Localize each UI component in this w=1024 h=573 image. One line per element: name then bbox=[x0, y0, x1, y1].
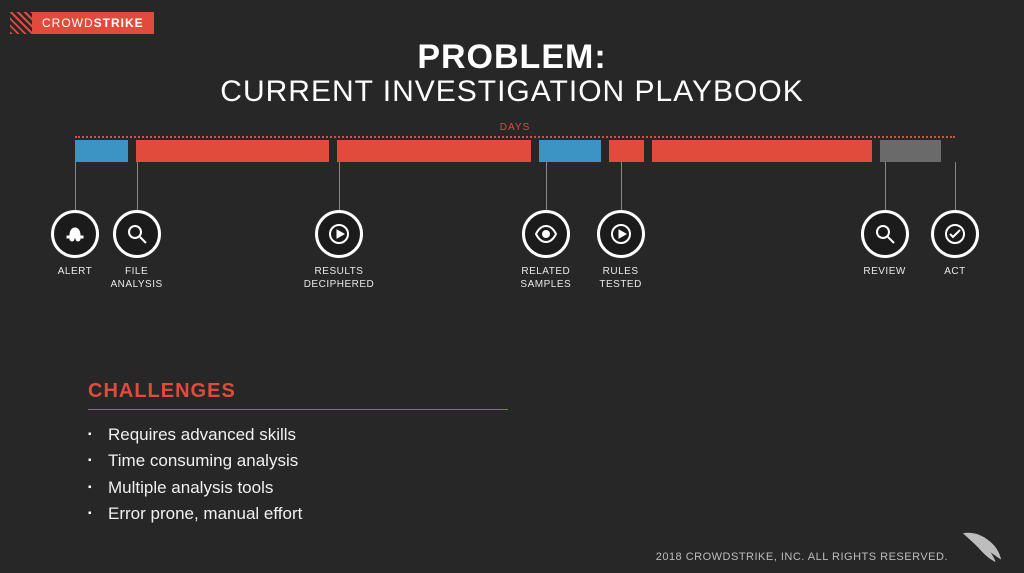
eye-icon bbox=[522, 210, 570, 258]
timeline-step-stem bbox=[137, 162, 138, 210]
timeline-step-stem bbox=[955, 162, 956, 210]
search-icon bbox=[113, 210, 161, 258]
play-icon bbox=[315, 210, 363, 258]
timeline-step-label: ACT bbox=[944, 266, 966, 279]
timeline-step-stem bbox=[885, 162, 886, 210]
timeline-segment bbox=[337, 140, 531, 162]
footer: 2018 CROWDSTRIKE, INC. ALL RIGHTS RESERV… bbox=[656, 529, 1004, 563]
challenges-list: Requires advanced skillsTime consuming a… bbox=[88, 422, 508, 527]
timeline-days-line bbox=[75, 136, 955, 138]
search-icon bbox=[861, 210, 909, 258]
timeline-step-label: REVIEW bbox=[863, 266, 905, 279]
timeline-step-label: RELATEDSAMPLES bbox=[520, 266, 571, 291]
timeline-segment bbox=[539, 140, 601, 162]
brand-part2: STRIKE bbox=[94, 16, 144, 30]
falcon-icon bbox=[960, 529, 1004, 563]
timeline-step-label: FILEANALYSIS bbox=[111, 266, 163, 291]
timeline-step-label: ALERT bbox=[58, 266, 93, 279]
brand-part1: CROWD bbox=[42, 16, 94, 30]
timeline-segment bbox=[652, 140, 872, 162]
play-icon bbox=[597, 210, 645, 258]
challenge-item: Requires advanced skills bbox=[108, 422, 508, 448]
timeline-step-stem bbox=[546, 162, 547, 210]
timeline-segments bbox=[75, 140, 955, 162]
timeline-step-stem bbox=[621, 162, 622, 210]
challenges-section: CHALLENGES Requires advanced skillsTime … bbox=[88, 380, 508, 527]
timeline-days-label: DAYS bbox=[75, 122, 955, 133]
hat-icon bbox=[51, 210, 99, 258]
brand-logo: CROWDSTRIKE bbox=[10, 12, 154, 34]
timeline-steps: ALERTFILEANALYSISRESULTSDECIPHEREDRELATE… bbox=[75, 162, 955, 302]
copyright: 2018 CROWDSTRIKE, INC. ALL RIGHTS RESERV… bbox=[656, 551, 948, 563]
challenge-item: Multiple analysis tools bbox=[108, 475, 508, 501]
challenges-title: CHALLENGES bbox=[88, 380, 508, 410]
timeline-segment bbox=[880, 140, 942, 162]
brand-text: CROWDSTRIKE bbox=[32, 12, 154, 34]
check-icon bbox=[931, 210, 979, 258]
timeline: DAYS ALERTFILEANALYSISRESULTSDECIPHEREDR… bbox=[75, 140, 955, 340]
timeline-step-label: RULESTESTED bbox=[599, 266, 641, 291]
timeline-step-stem bbox=[75, 162, 76, 210]
challenge-item: Time consuming analysis bbox=[108, 448, 508, 474]
page-title: PROBLEM: CURRENT INVESTIGATION PLAYBOOK bbox=[0, 38, 1024, 109]
brand-pattern bbox=[10, 12, 32, 34]
timeline-step-stem bbox=[339, 162, 340, 210]
timeline-segment bbox=[609, 140, 644, 162]
timeline-segment bbox=[75, 140, 128, 162]
timeline-segment bbox=[136, 140, 330, 162]
title-line2: CURRENT INVESTIGATION PLAYBOOK bbox=[0, 75, 1024, 109]
timeline-step-label: RESULTSDECIPHERED bbox=[304, 266, 375, 291]
title-line1: PROBLEM: bbox=[0, 38, 1024, 77]
challenge-item: Error prone, manual effort bbox=[108, 501, 508, 527]
